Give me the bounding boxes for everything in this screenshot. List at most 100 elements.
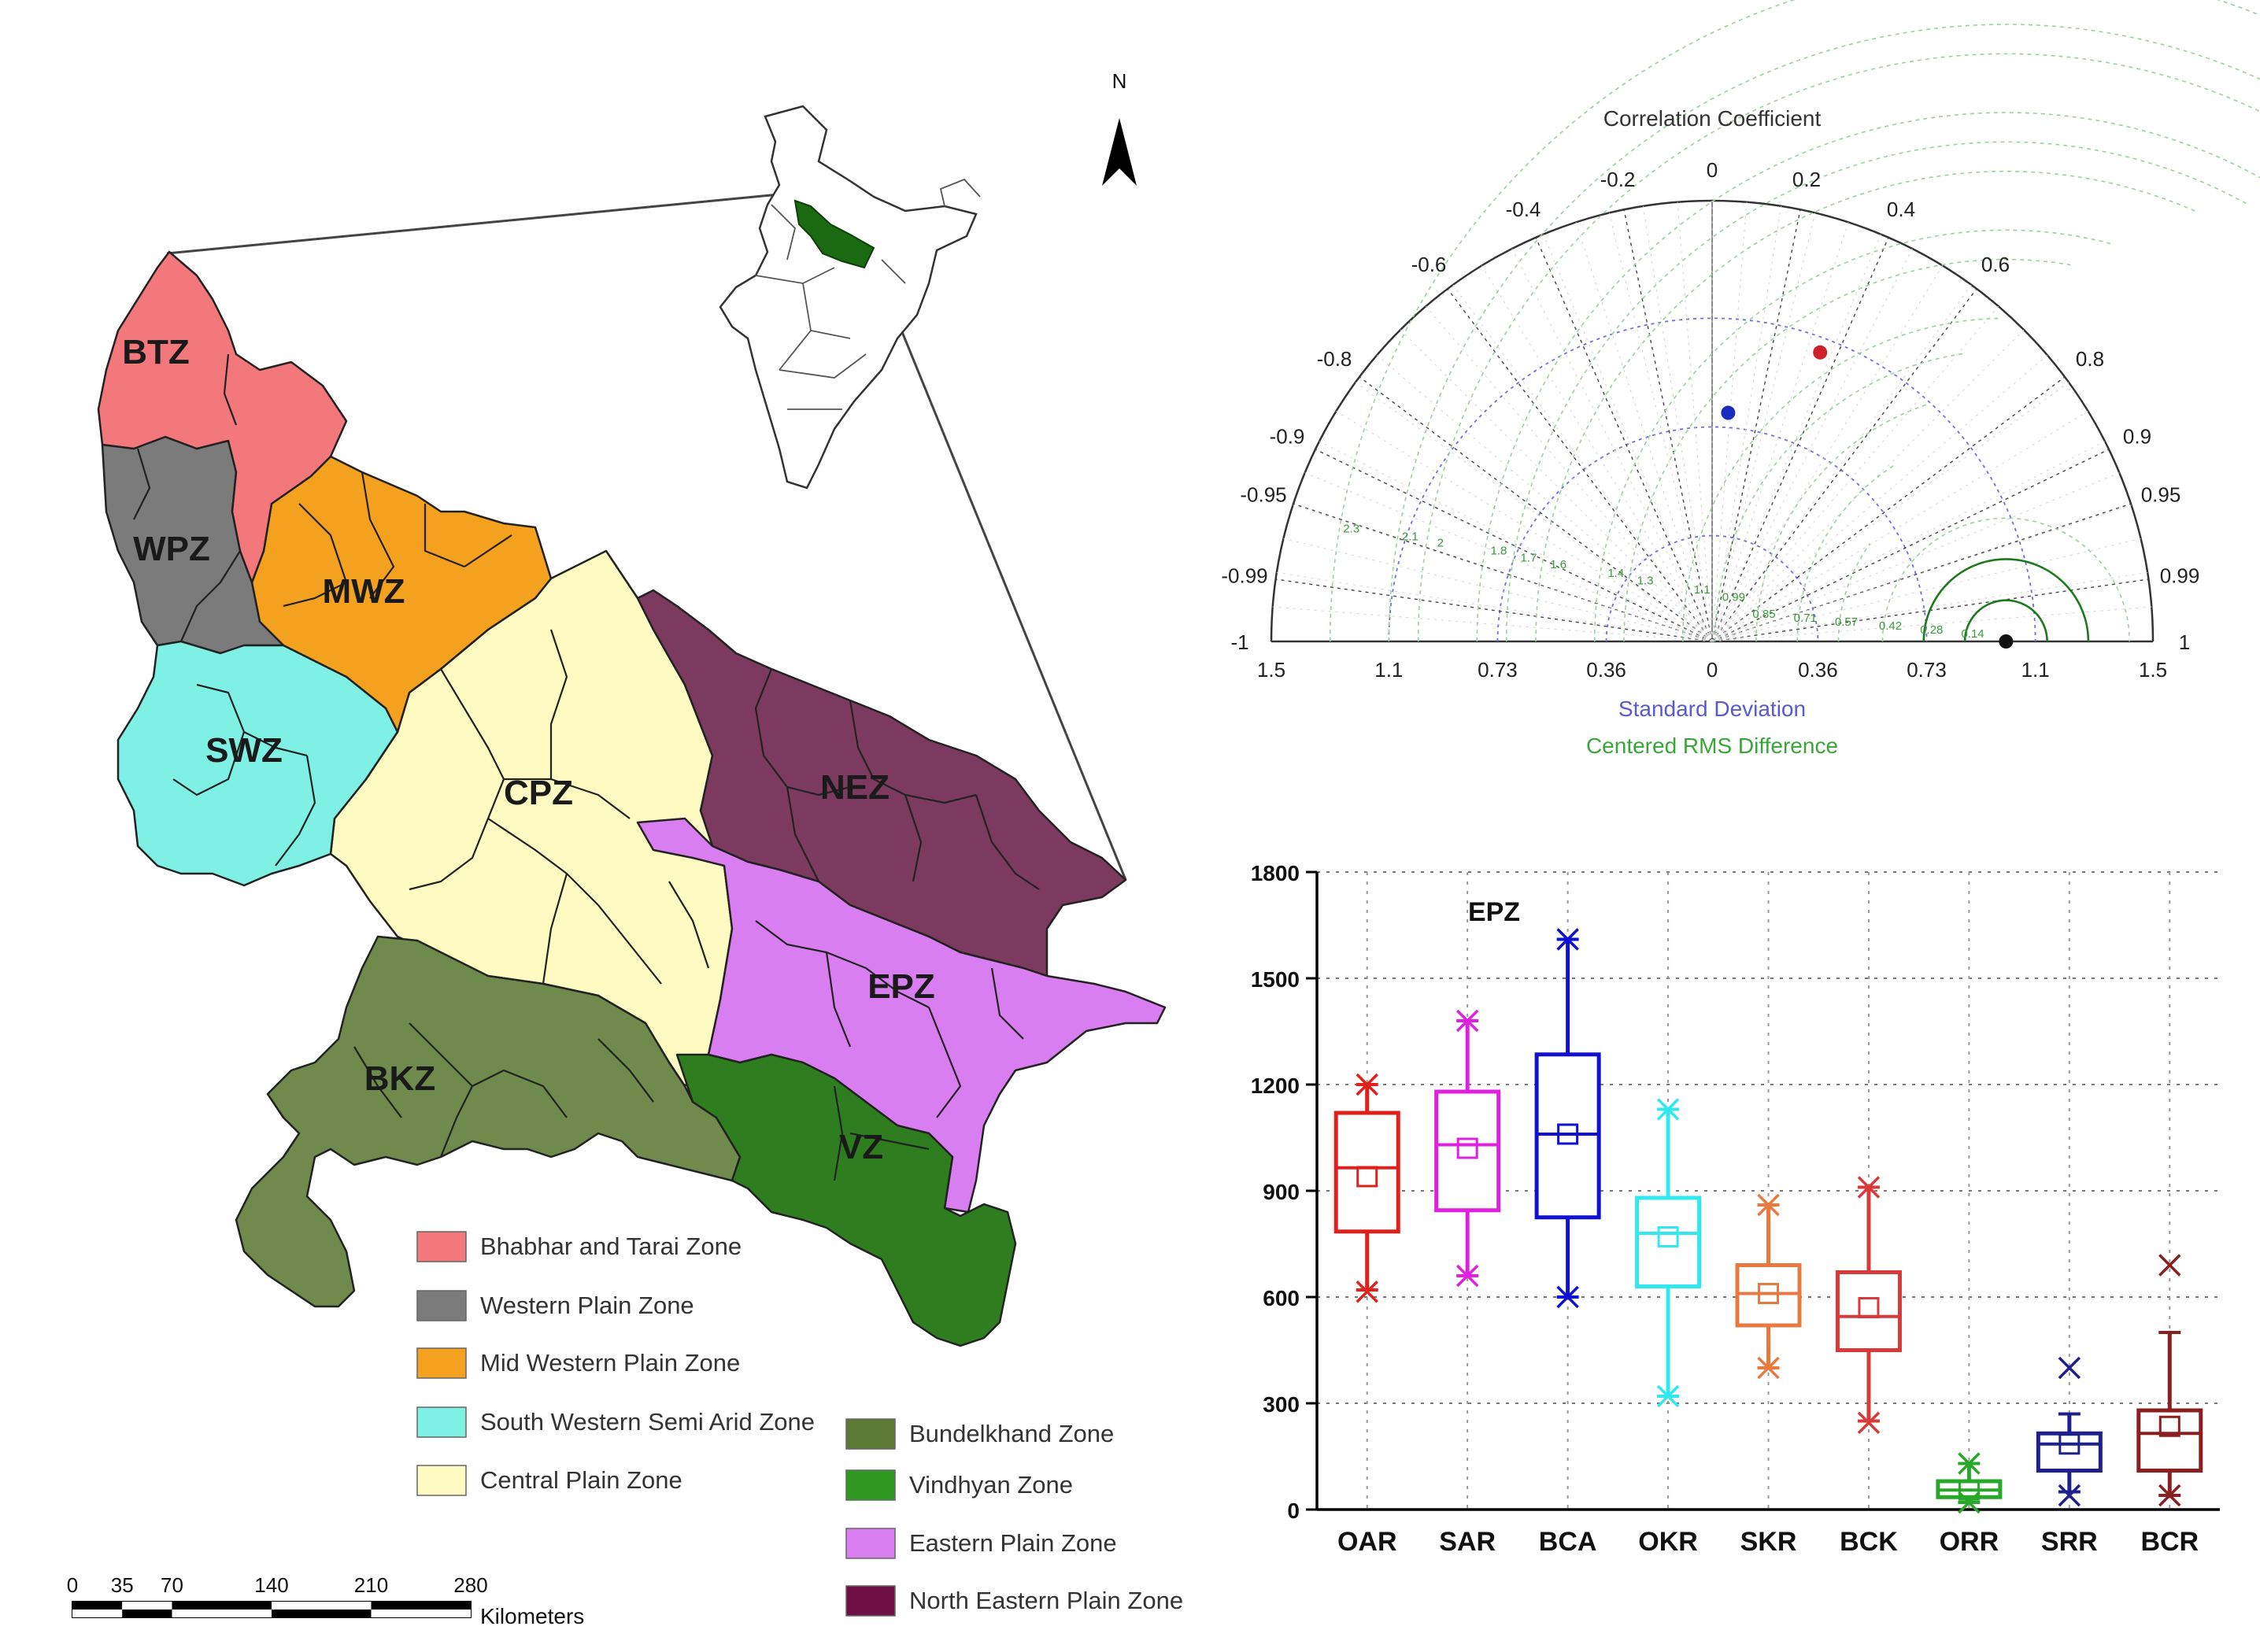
fine-ray-9 (1711, 354, 2048, 642)
legend-swatch-5 (845, 1418, 896, 1450)
corr-ray-4 (1447, 288, 1713, 642)
corr-tick-right-5: 0.9 (2123, 424, 2151, 448)
scale-bar: 0 35 70 140 210 280 Kilometers (67, 1573, 585, 1628)
iqr-box-SKR (1735, 1263, 1802, 1328)
scale-seg-bot-3 (272, 1609, 372, 1617)
fine-ray-19 (1711, 201, 1748, 642)
fine-ray-14 (1711, 248, 1913, 642)
scale-tick-2: 70 (161, 1573, 183, 1597)
rms-arc-15 (1329, 0, 2260, 642)
legend-swatch-1 (416, 1290, 467, 1321)
corr-ray-10 (1711, 376, 2066, 642)
north-label: N (1112, 69, 1127, 93)
rms-tick-left-9: 0.99 (1722, 591, 1745, 604)
india-inset-map (719, 105, 981, 490)
rms-arc-10 (1535, 170, 2199, 642)
rms-arc-12 (1476, 112, 2260, 642)
rms-tick-right-3: 0.42 (1879, 619, 1902, 633)
corr-ray-5 (1535, 237, 1713, 642)
std-tick-3: 0.36 (1586, 658, 1626, 682)
iqr-box-SRR (2036, 1431, 2103, 1473)
std-tick-5: 0.36 (1798, 658, 1838, 682)
xmark-high-ORR (1958, 1452, 1981, 1475)
mean-BCA (1557, 1123, 1579, 1145)
xtick-label-OKR: OKR (1638, 1527, 1698, 1557)
north-arrow: N (1102, 69, 1137, 186)
rms-arc-11 (1505, 141, 2247, 642)
rms-tick-right-2: 0.57 (1835, 615, 1858, 629)
xmark-high-SKR (1757, 1193, 1780, 1217)
xmark-high-OKR (1656, 1098, 1680, 1121)
rms-tick-right-4: 0.28 (1920, 623, 1943, 637)
fine-ray-26 (1511, 248, 1713, 642)
xmark-high-OAR (1356, 1073, 1378, 1096)
scale-tick-0: 0 (67, 1573, 78, 1597)
scale-seg-bot-0 (72, 1609, 123, 1617)
rms-tick-right-5: 0.14 (1961, 627, 1984, 641)
corr-tick-right-2: 0.4 (1887, 198, 1915, 221)
rms-tick-left-5: 1.6 (1550, 558, 1566, 571)
legend-swatch-7 (845, 1528, 896, 1559)
rms-arc-4 (1796, 463, 1897, 642)
rms-tick-left-4: 1.7 (1520, 551, 1537, 564)
fine-ray-31 (1376, 354, 1713, 642)
legend-swatch-6 (845, 1469, 896, 1501)
label-wpz: WPZ (133, 530, 210, 568)
legend-label-7: Eastern Plain Zone (909, 1529, 1117, 1557)
xmark-low-OAR (1356, 1281, 1378, 1303)
zone-swz (117, 640, 399, 887)
box-BCR (2136, 1254, 2203, 1507)
label-epz: EPZ (867, 967, 935, 1006)
std-tick-4: 0 (1707, 658, 1718, 682)
scale-seg-top-4 (371, 1602, 471, 1609)
corr-tick-left-1: -0.4 (1506, 198, 1541, 221)
fine-ray-27 (1481, 265, 1713, 642)
scale-seg-bot-1 (122, 1609, 172, 1617)
taylor-point-red (1813, 345, 1828, 360)
xmark-high-BCA (1556, 928, 1579, 951)
legend-label-4: Central Plain Zone (480, 1466, 682, 1494)
ytick-label-0: 0 (1287, 1499, 1300, 1523)
xtick-label-SKR: SKR (1740, 1527, 1797, 1557)
corr-ray-8 (1711, 237, 1889, 642)
xmark-low-BCK (1857, 1411, 1881, 1434)
xtick-label-OAR: OAR (1337, 1527, 1397, 1557)
rms-tick-left-7: 1.3 (1637, 574, 1654, 587)
fine-ray-18 (1711, 205, 1782, 642)
scale-seg-top-3 (272, 1602, 372, 1609)
map-legend: Bhabhar and Tarai Zone Western Plain Zone… (416, 1231, 1183, 1617)
corr-ray-2 (1315, 449, 1713, 642)
taylor-point-reference (1999, 634, 2014, 649)
rms-tick-right-0: 0.85 (1752, 608, 1775, 621)
rms-arc-8 (1623, 258, 2071, 642)
fine-ray-3 (1711, 538, 2141, 642)
taylor-title: Correlation Coefficient (1603, 106, 1822, 131)
fine-ray-30 (1400, 329, 1713, 642)
fine-ray-23 (1608, 213, 1713, 642)
fine-ray-25 (1543, 234, 1713, 642)
legend-swatch-0 (416, 1231, 467, 1262)
ytick-label-2: 600 (1263, 1286, 1300, 1310)
legend-label-6: Vindhyan Zone (909, 1471, 1073, 1499)
corr-ray-12 (1711, 503, 2132, 642)
fine-ray-5 (1711, 472, 2120, 642)
fine-ray-38 (1276, 571, 1713, 642)
iqr-box-OAR (1333, 1111, 1400, 1234)
corr-tick-left-6: -0.99 (1221, 564, 1267, 587)
corr-tick-right-0: 0 (1707, 158, 1718, 182)
fine-ray-32 (1355, 382, 1713, 642)
iqr-box-OKR (1635, 1196, 1702, 1288)
scale-tick-3: 140 (254, 1573, 288, 1597)
rms-tick-left-8: 1.1 (1694, 583, 1711, 597)
corr-tick-right-3: 0.6 (1981, 253, 2010, 276)
corr-tick-right-6: 0.95 (2141, 483, 2181, 507)
std-tick-1: 1.1 (1374, 658, 1403, 682)
legend-label-3: South Western Semi Arid Zone (480, 1408, 815, 1436)
callout-line-right (880, 281, 1127, 881)
fine-ray-12 (1711, 284, 1972, 642)
mean-BCK (1858, 1297, 1880, 1318)
corr-tick-right-1: 0.2 (1792, 168, 1821, 191)
rms-arc-1 (1922, 558, 2090, 642)
corr-ray-1 (1293, 503, 1713, 642)
